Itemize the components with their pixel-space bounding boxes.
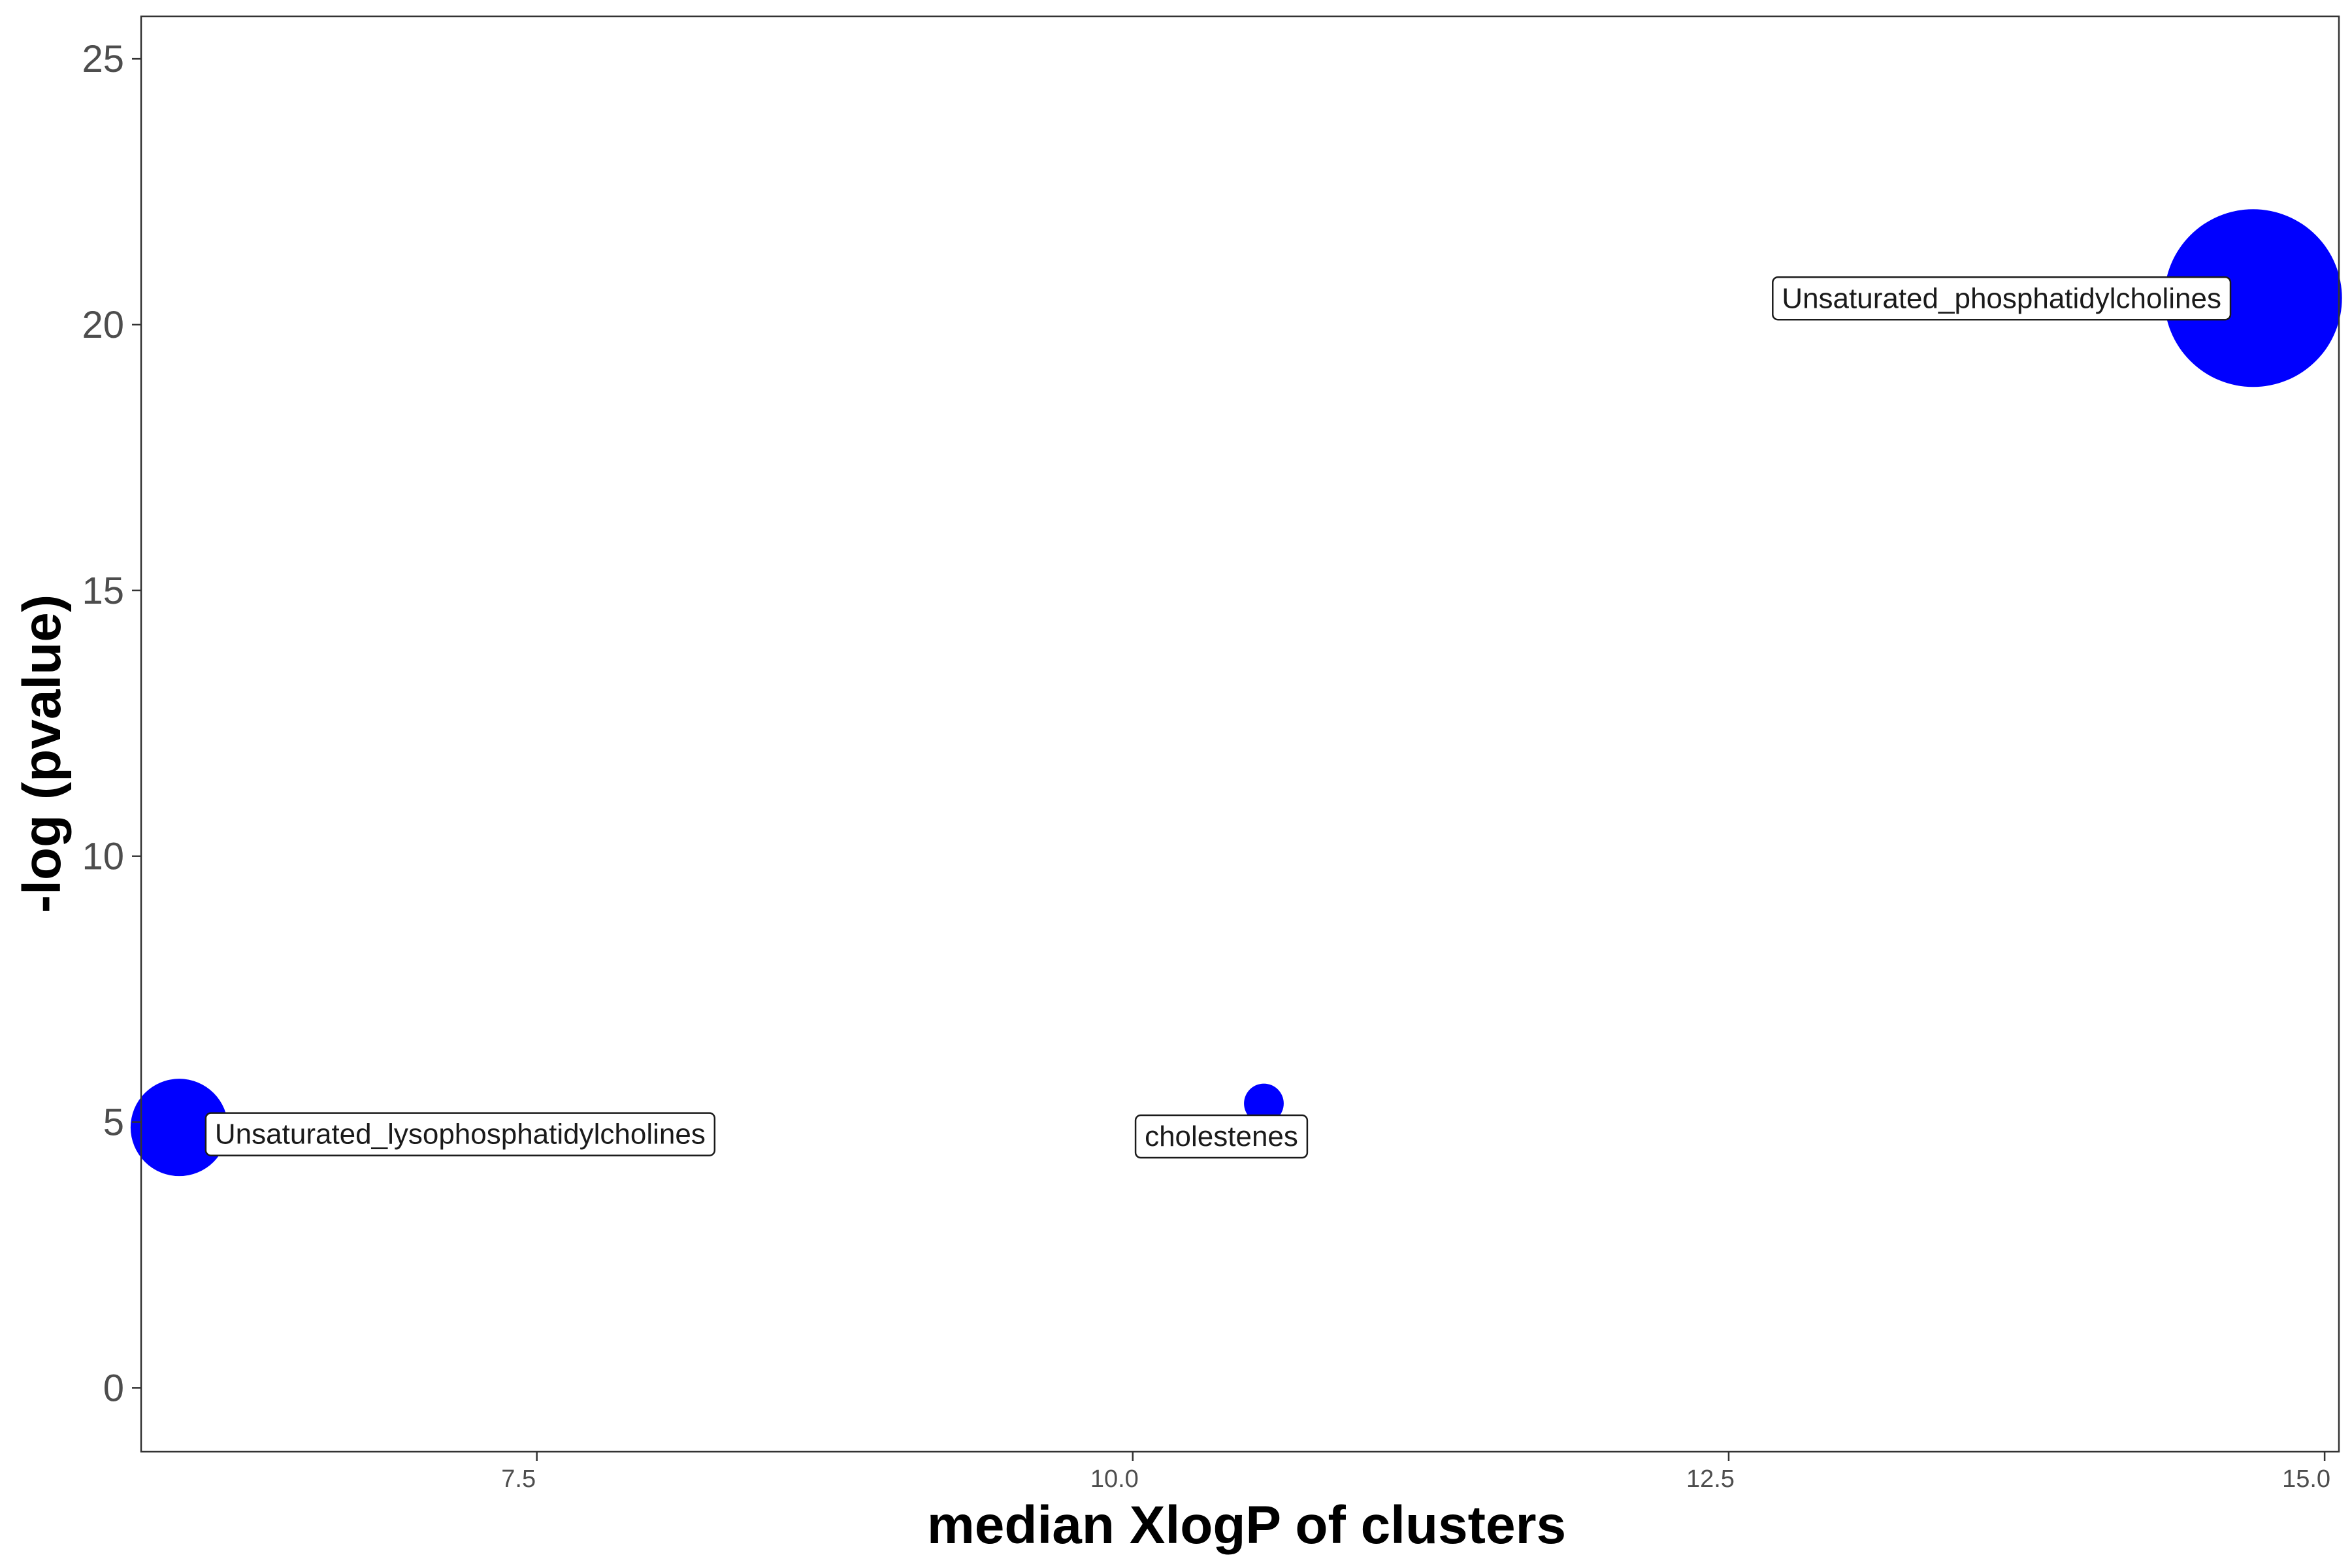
point-label-0: Unsaturated_phosphatidylcholines <box>1772 276 2232 321</box>
point-label-box-0 <box>1772 276 2232 321</box>
x-tick-label-1: 10.0 <box>1090 1465 1139 1493</box>
y-tick-label-4: 20 <box>82 304 124 346</box>
point-label-text-2: cholestenes <box>1145 1120 1298 1152</box>
x-tick-label-2: 12.5 <box>1686 1465 1735 1493</box>
x-tick-label-3: 15.0 <box>2282 1465 2330 1493</box>
point-label-1: Unsaturated_lysophosphatidylcholines <box>204 1112 716 1156</box>
point-label-box-1 <box>204 1112 716 1156</box>
x-axis-title: median XlogP of clusters <box>927 1495 1566 1555</box>
data-point-1 <box>130 1079 228 1177</box>
point-label-box-2 <box>1134 1114 1309 1159</box>
y-tick-label-3: 15 <box>82 570 124 612</box>
data-point-0 <box>2164 209 2342 387</box>
y-tick-label-5: 25 <box>82 38 124 80</box>
labels-layer: Unsaturated_phosphatidylcholines Unsatura… <box>204 276 2232 1159</box>
points-layer <box>130 209 2342 1177</box>
data-point-2 <box>1244 1083 1284 1124</box>
point-label-text-1: Unsaturated_lysophosphatidylcholines <box>215 1119 706 1151</box>
x-axis: 7.5 10.0 12.5 15.0 <box>501 1452 2330 1493</box>
y-tick-label-1: 5 <box>103 1102 124 1144</box>
panel-border <box>140 15 2340 1453</box>
y-axis: 0 5 10 15 20 25 <box>82 38 141 1409</box>
point-label-text-0: Unsaturated_phosphatidylcholines <box>1782 282 2221 314</box>
y-tick-label-2: 10 <box>82 836 124 878</box>
x-tick-label-0: 7.5 <box>501 1465 536 1493</box>
y-axis-title: -log (pvalue) <box>12 595 72 913</box>
y-tick-label-0: 0 <box>103 1367 124 1409</box>
point-label-2: cholestenes <box>1134 1114 1309 1159</box>
